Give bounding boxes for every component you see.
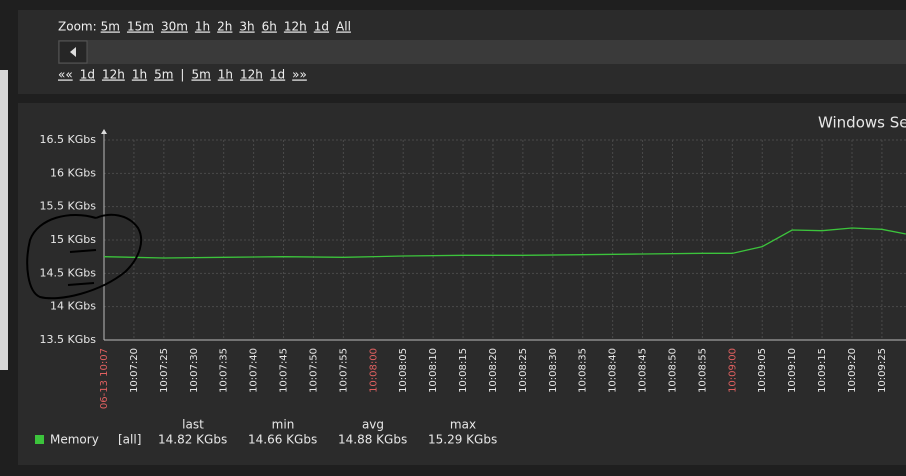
x-tick-label: 10:08:55: [697, 348, 708, 393]
x-tick-label: 10:09:15: [817, 348, 828, 393]
nav-back[interactable]: 1d: [80, 68, 95, 82]
x-tick-label: 10:08:30: [548, 348, 559, 393]
x-tick-label: 10:08:05: [398, 348, 409, 393]
legend-stat: 14.66 KGbs: [248, 433, 317, 447]
x-tick-label: 10:07:25: [159, 348, 170, 393]
legend-stat: 14.82 KGbs: [158, 433, 227, 447]
nav-forward[interactable]: 5m: [191, 68, 210, 82]
y-tick-label: 14 KGbs: [50, 300, 96, 313]
hand-drawn-circle: [26, 213, 143, 300]
nav-separator: |: [180, 68, 184, 82]
x-tick-label: 10:07:20: [129, 348, 140, 393]
x-tick-label: 10:07:30: [189, 348, 200, 393]
zoom-option[interactable]: 5m: [101, 20, 120, 34]
legend-name: Memory: [50, 433, 99, 447]
legend-stat: 15.29 KGbs: [428, 433, 497, 447]
x-tick-label: 10:08:10: [428, 348, 439, 393]
nav-back[interactable]: 5m: [154, 68, 173, 82]
x-tick-label: 10:08:25: [518, 348, 529, 393]
graph-panel: [18, 103, 906, 465]
hand-drawn-underlines: [67, 249, 97, 286]
nav-first[interactable]: ««: [58, 68, 73, 82]
zoom-label: Zoom:: [58, 20, 97, 34]
y-tick-label: 16.5 KGbs: [40, 133, 97, 146]
stat-header: last: [182, 418, 204, 432]
nav-last[interactable]: »»: [292, 68, 307, 82]
chart-title: Windows Se: [818, 114, 906, 132]
nav-forward[interactable]: 1h: [218, 68, 233, 82]
x-tick-label: 10:08:15: [458, 348, 469, 393]
x-tick-label: 10:09:20: [847, 348, 858, 393]
x-tick-label: 10:08:20: [488, 348, 499, 393]
nav-back[interactable]: 12h: [102, 68, 125, 82]
x-tick-label: 10:07:45: [279, 348, 290, 393]
x-tick-label: 10:08:40: [608, 348, 619, 393]
x-tick-label: 10:08:00: [368, 348, 379, 393]
legend-function: [all]: [118, 433, 141, 447]
y-tick-label: 13.5 KGbs: [40, 333, 97, 346]
stat-header: min: [272, 418, 295, 432]
zoom-option[interactable]: All: [336, 20, 351, 34]
zoom-option[interactable]: 1d: [314, 20, 329, 34]
stat-header: avg: [362, 418, 384, 432]
x-tick-label: 10:09:05: [757, 348, 768, 393]
zoom-option[interactable]: 30m: [161, 20, 188, 34]
x-tick-label: 10:09:25: [877, 348, 888, 393]
ui-controls: Zoom: 5m 15m 30m 1h 2h 3h 6h 12h 1d All «« 1d 12h 1h 5m…: [58, 20, 351, 82]
y-tick-label: 15.5 KGbs: [40, 200, 97, 213]
y-tick-label: 16 KGbs: [50, 166, 96, 179]
y-tick-label: 15 KGbs: [50, 233, 96, 246]
x-tick-label: 10:07:35: [219, 348, 230, 393]
legend-swatch: [35, 435, 44, 444]
x-tick-label: 10:09:10: [787, 348, 798, 393]
stat-header: max: [450, 418, 476, 432]
y-tick-label: 14.5 KGbs: [40, 266, 97, 279]
scrollbar[interactable]: [58, 40, 906, 64]
zoom-option[interactable]: 15m: [127, 20, 154, 34]
scroll-left-arrow: [70, 47, 76, 57]
zoom-option[interactable]: 3h: [239, 20, 254, 34]
zoom-option[interactable]: 1h: [195, 20, 210, 34]
y-axis-arrow: [101, 129, 107, 134]
x-tick-label: 06-13 10:07: [99, 348, 110, 409]
chart: 13.5 KGbs 14 KGbs 14.5 KGbs 15 KGbs 15.5 KGb…: [35, 129, 906, 447]
nav-forward[interactable]: 1d: [270, 68, 285, 82]
nav-back[interactable]: 1h: [132, 68, 147, 82]
zoom-option[interactable]: 12h: [284, 20, 307, 34]
x-tick-label: 10:07:40: [249, 348, 260, 393]
x-tick-label: 10:08:35: [578, 348, 589, 393]
x-tick-label: 10:09:00: [727, 348, 738, 393]
zoom-option[interactable]: 6h: [262, 20, 277, 34]
x-tick-label: 10:07:55: [338, 348, 349, 393]
zoom-option[interactable]: 2h: [217, 20, 232, 34]
x-tick-label: 10:07:50: [308, 348, 319, 393]
data-line: [103, 227, 906, 259]
x-tick-label: 10:08:45: [638, 348, 649, 393]
x-tick-label: 10:08:50: [667, 348, 678, 393]
side-strip: [0, 70, 8, 370]
nav-forward[interactable]: 12h: [240, 68, 263, 82]
legend-stat: 14.88 KGbs: [338, 433, 407, 447]
